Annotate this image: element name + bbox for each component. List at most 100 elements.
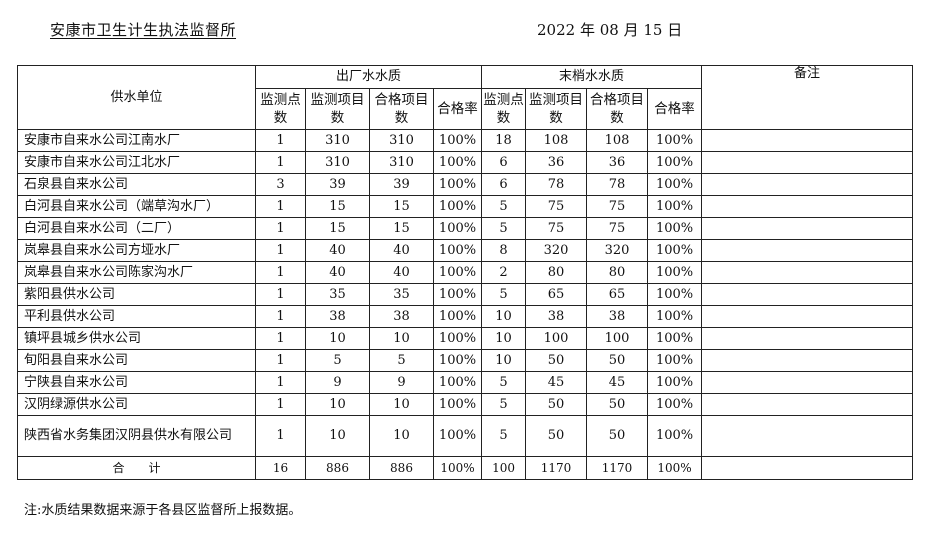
- remark-cell: [701, 393, 914, 416]
- remark-cell: [701, 349, 914, 372]
- table-cell: 100%: [647, 173, 703, 196]
- table-cell: 35: [369, 283, 434, 306]
- remark-cell: [701, 327, 914, 350]
- table-cell: 1170: [586, 456, 649, 480]
- table-cell: 100%: [432, 393, 483, 416]
- table-cell: 50: [525, 415, 588, 457]
- table-cell: 50: [586, 393, 649, 416]
- table-cell: 100%: [432, 195, 483, 218]
- table-cell: 100%: [647, 261, 703, 284]
- table-cell: 10: [369, 393, 434, 416]
- remark-cell: [701, 195, 914, 218]
- unit-name-cell: 平利县供水公司: [17, 305, 256, 328]
- table-cell: 38: [586, 305, 649, 328]
- table-cell: 5: [481, 371, 527, 394]
- unit-name-cell: 镇坪县城乡供水公司: [17, 327, 256, 350]
- table-cell: 100%: [647, 217, 703, 240]
- table-cell: 9: [369, 371, 434, 394]
- table-cell: 10: [305, 415, 370, 457]
- table-cell: 108: [525, 129, 588, 152]
- table-cell: 50: [525, 393, 588, 416]
- table-cell: 108: [586, 129, 649, 152]
- table-cell: 100%: [647, 349, 703, 372]
- table-cell: 5: [305, 349, 370, 372]
- table-cell: 10: [481, 349, 527, 372]
- table-cell: 1: [255, 349, 306, 372]
- table-cell: 100%: [647, 456, 703, 480]
- table-cell: 3: [255, 173, 306, 196]
- table-cell: 1170: [525, 456, 588, 480]
- unit-name-cell: 岚皋县自来水公司方垭水厂: [17, 239, 256, 262]
- table-cell: 10: [369, 327, 434, 350]
- unit-name-cell: 石泉县自来水公司: [17, 173, 256, 196]
- header-tap-water: 末梢水水质: [481, 65, 703, 89]
- table-cell: 100%: [432, 305, 483, 328]
- table-cell: 8: [481, 239, 527, 262]
- table-cell: 65: [525, 283, 588, 306]
- table-row: 安康市自来水公司江北水厂 1 310 310 100% 6 36 36 100%: [17, 151, 914, 174]
- table-cell: 40: [305, 261, 370, 284]
- table-row: 石泉县自来水公司 3 39 39 100% 6 78 78 100%: [17, 173, 914, 196]
- table-cell: 15: [369, 195, 434, 218]
- table-cell: 50: [586, 349, 649, 372]
- table-row: 安康市自来水公司江南水厂 1 310 310 100% 18 108 108 100%: [17, 129, 914, 152]
- subheader: 监测项目数: [525, 88, 588, 130]
- table-cell: 100%: [647, 283, 703, 306]
- header-unit: 供水单位: [17, 65, 256, 130]
- table-cell: 5: [481, 217, 527, 240]
- table-cell: 38: [369, 305, 434, 328]
- remark-cell: [701, 173, 914, 196]
- table-cell: 78: [586, 173, 649, 196]
- table-cell: 100%: [647, 305, 703, 328]
- table-row: 镇坪县城乡供水公司 1 10 10 100% 10 100 100 100%: [17, 327, 914, 350]
- table-cell: 100%: [647, 371, 703, 394]
- unit-name-cell: 汉阴绿源供水公司: [17, 393, 256, 416]
- subheader: 监测项目数: [305, 88, 370, 130]
- table-cell: 15: [369, 217, 434, 240]
- table-cell: 5: [369, 349, 434, 372]
- table-cell: 80: [586, 261, 649, 284]
- table-cell: 100%: [432, 327, 483, 350]
- table-cell: 39: [305, 173, 370, 196]
- table-cell: 40: [369, 261, 434, 284]
- table-cell: 45: [525, 371, 588, 394]
- table-cell: 1: [255, 393, 306, 416]
- table-cell: 18: [481, 129, 527, 152]
- table-cell: 40: [369, 239, 434, 262]
- table-cell: 35: [305, 283, 370, 306]
- table-cell: 45: [586, 371, 649, 394]
- table-cell: 6: [481, 173, 527, 196]
- table-cell: 100%: [647, 393, 703, 416]
- table-cell: 100%: [432, 349, 483, 372]
- table-cell: 10: [369, 415, 434, 457]
- table-cell: 5: [481, 393, 527, 416]
- table-cell: 100%: [432, 173, 483, 196]
- header-remark: 备注: [701, 65, 914, 130]
- table-cell: 50: [525, 349, 588, 372]
- table-cell: 75: [586, 195, 649, 218]
- table-cell: 2: [481, 261, 527, 284]
- remark-cell: [701, 371, 914, 394]
- table-cell: 100%: [432, 371, 483, 394]
- remark-cell: [701, 261, 914, 284]
- table-row: 紫阳县供水公司 1 35 35 100% 5 65 65 100%: [17, 283, 914, 306]
- table-cell: 15: [305, 217, 370, 240]
- issuing-agency: 安康市卫生计生执法监督所: [50, 21, 237, 39]
- table-cell: 38: [525, 305, 588, 328]
- unit-name-cell: 岚皋县自来水公司陈家沟水厂: [17, 261, 256, 284]
- table-cell: 39: [369, 173, 434, 196]
- table-cell: 100: [525, 327, 588, 350]
- table-cell: 10: [305, 327, 370, 350]
- unit-name-cell: 安康市自来水公司江南水厂: [17, 129, 256, 152]
- table-cell: 1: [255, 305, 306, 328]
- unit-name-cell: 紫阳县供水公司: [17, 283, 256, 306]
- table-row: 平利县供水公司 1 38 38 100% 10 38 38 100%: [17, 305, 914, 328]
- table-cell: 100%: [432, 283, 483, 306]
- subheader: 合格率: [647, 88, 703, 130]
- table-cell: 65: [586, 283, 649, 306]
- table-cell: 100%: [432, 129, 483, 152]
- table-cell: 6: [481, 151, 527, 174]
- table-cell: 310: [305, 129, 370, 152]
- table-cell: 1: [255, 217, 306, 240]
- report-date: 2022 年 08 月 15 日: [537, 21, 683, 39]
